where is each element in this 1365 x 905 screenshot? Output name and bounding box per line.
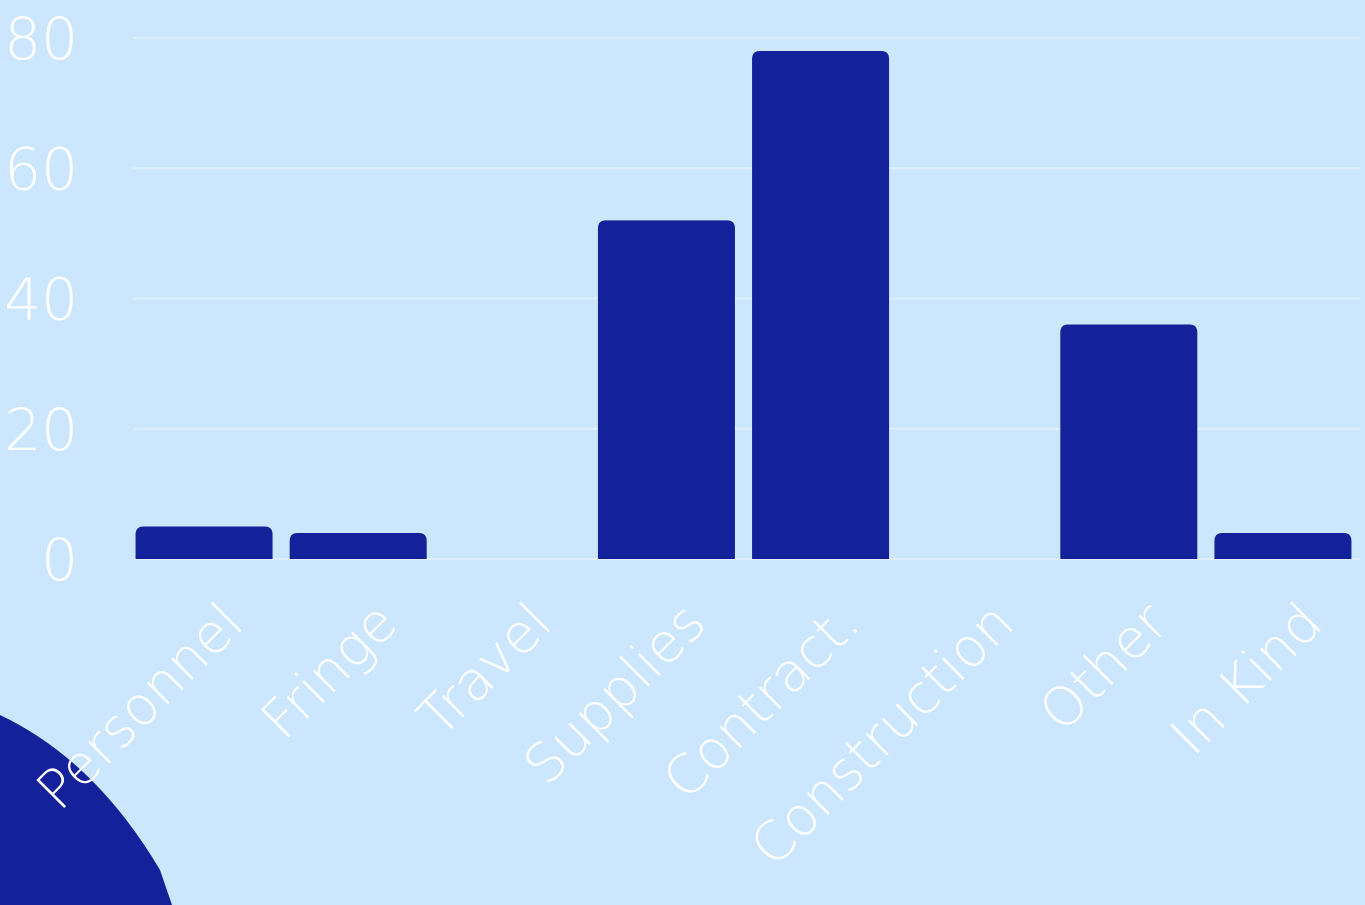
bar-fringe bbox=[289, 532, 427, 559]
y-tick-label: 40 bbox=[4, 266, 78, 334]
bar-other bbox=[1060, 324, 1198, 559]
bar-contract bbox=[752, 51, 890, 560]
y-tick-label: 20 bbox=[4, 396, 78, 464]
x-tick-label: In Kind bbox=[1158, 591, 1334, 767]
bar-personnel bbox=[135, 526, 273, 559]
x-tick-label: Fringe bbox=[249, 591, 410, 752]
bar-in-kind bbox=[1214, 532, 1352, 559]
bar-supplies bbox=[597, 220, 735, 559]
y-tick-label: 0 bbox=[41, 526, 78, 594]
x-tick-label: Construction bbox=[738, 591, 1026, 879]
y-axis-ticks: 0 20 40 60 80 bbox=[4, 5, 78, 594]
y-tick-label: 80 bbox=[4, 5, 78, 73]
x-tick-label: Other bbox=[1027, 590, 1181, 744]
bars bbox=[135, 51, 1352, 560]
y-tick-label: 60 bbox=[4, 135, 78, 203]
x-tick-label: Personnel bbox=[24, 591, 255, 822]
x-axis-ticks: PersonnelFringeTravelSuppliesContract.Co… bbox=[24, 590, 1334, 878]
